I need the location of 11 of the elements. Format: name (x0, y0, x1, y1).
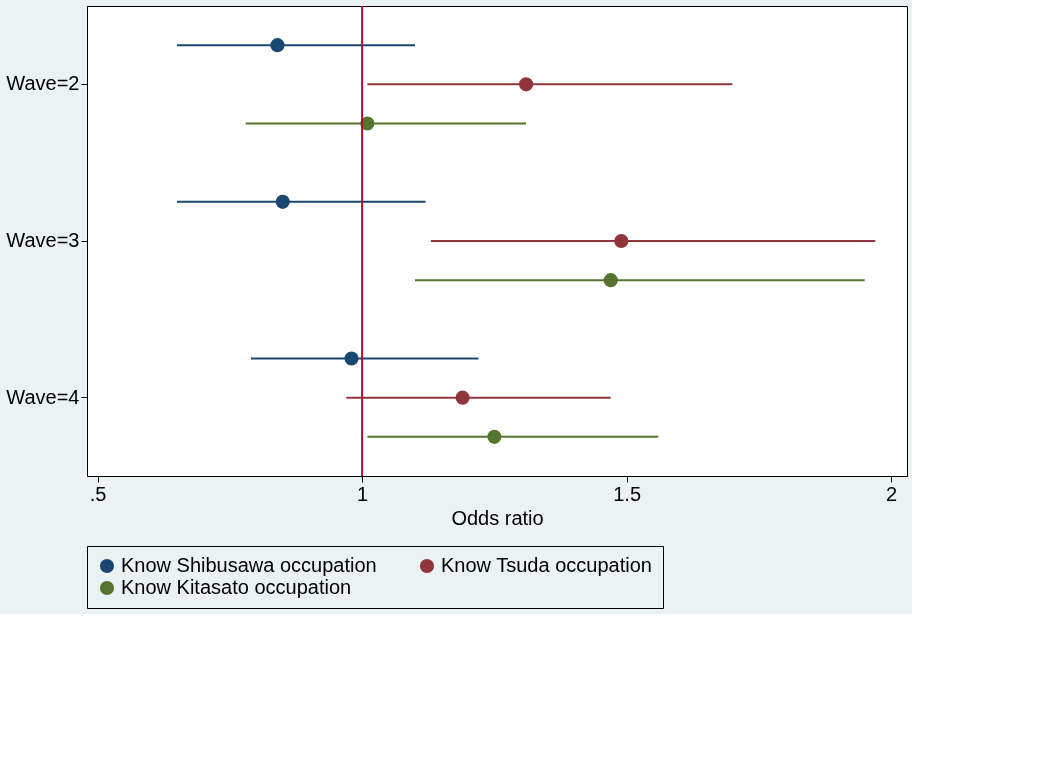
x-axis-title: Odds ratio (451, 506, 544, 529)
x-tick-label: 1 (357, 482, 369, 505)
y-tick-label: Wave=3 (6, 229, 80, 251)
legend-label: Know Shibusawa occupation (121, 554, 377, 576)
legend-label: Know Tsuda occupation (441, 554, 652, 576)
y-tick-label: Wave=2 (6, 72, 80, 95)
x-tick-label: 1.5 (613, 482, 642, 505)
x-tick-label: 2 (886, 482, 898, 505)
legend-label: Know Kitasato occupation (121, 576, 352, 598)
y-tick-label: Wave=4 (6, 385, 80, 408)
x-tick-label: .5 (89, 482, 107, 505)
